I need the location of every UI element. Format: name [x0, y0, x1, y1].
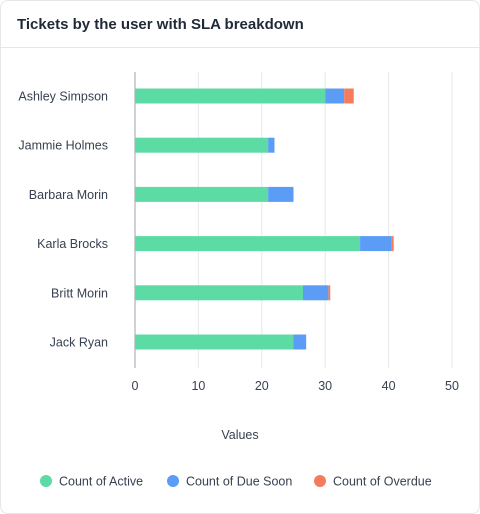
bar-segment[interactable] — [135, 285, 304, 301]
legend-label: Count of Active — [59, 475, 143, 489]
bar-segment[interactable] — [135, 334, 294, 350]
bar-segment[interactable] — [135, 236, 361, 252]
bar-segment[interactable] — [325, 88, 345, 104]
bar-segment[interactable] — [135, 137, 269, 153]
x-tick-labels: 0 10 20 30 40 50 — [132, 379, 459, 393]
category-labels: Ashley Simpson Jammie Holmes Barbara Morin… — [18, 90, 108, 350]
bar-segment[interactable] — [135, 186, 269, 202]
legend-item[interactable]: Count of Active — [40, 475, 143, 489]
card-header: Tickets by the user with SLA breakdown — [1, 1, 479, 48]
x-tick-label: 10 — [191, 379, 205, 393]
bars — [135, 88, 394, 350]
bar-segment[interactable] — [360, 236, 392, 252]
category-label: Britt Morin — [51, 286, 108, 300]
bar-segment[interactable] — [303, 285, 329, 301]
legend-swatch — [40, 475, 52, 487]
legend-item[interactable]: Count of Due Soon — [167, 475, 292, 489]
legend-label: Count of Due Soon — [186, 475, 292, 489]
x-tick-label: 0 — [132, 379, 139, 393]
legend-label: Count of Overdue — [333, 475, 432, 489]
category-label: Jammie Holmes — [18, 139, 108, 153]
bar-segment[interactable] — [293, 334, 307, 350]
category-label: Jack Ryan — [50, 336, 108, 350]
bar-segment[interactable] — [328, 285, 331, 301]
legend-item[interactable]: Count of Overdue — [314, 475, 432, 489]
x-tick-label: 20 — [255, 379, 269, 393]
legend-swatch — [167, 475, 179, 487]
bar-segment[interactable] — [344, 88, 354, 104]
x-tick-label: 30 — [318, 379, 332, 393]
chart-title: Tickets by the user with SLA breakdown — [17, 15, 304, 33]
bar-segment[interactable] — [268, 137, 275, 153]
category-label: Karla Brocks — [37, 237, 108, 251]
bar-segment[interactable] — [135, 88, 326, 104]
x-tick-label: 40 — [382, 379, 396, 393]
legend-swatch — [314, 475, 326, 487]
x-axis-title: Values — [221, 428, 258, 442]
category-label: Barbara Morin — [29, 188, 108, 202]
grid-lines — [134, 72, 453, 368]
bar-segment[interactable] — [268, 186, 294, 202]
category-label: Ashley Simpson — [18, 90, 108, 104]
bar-segment[interactable] — [391, 236, 394, 252]
legend: Count of Active Count of Due Soon Count of… — [40, 475, 432, 489]
x-tick-label: 50 — [445, 379, 459, 393]
